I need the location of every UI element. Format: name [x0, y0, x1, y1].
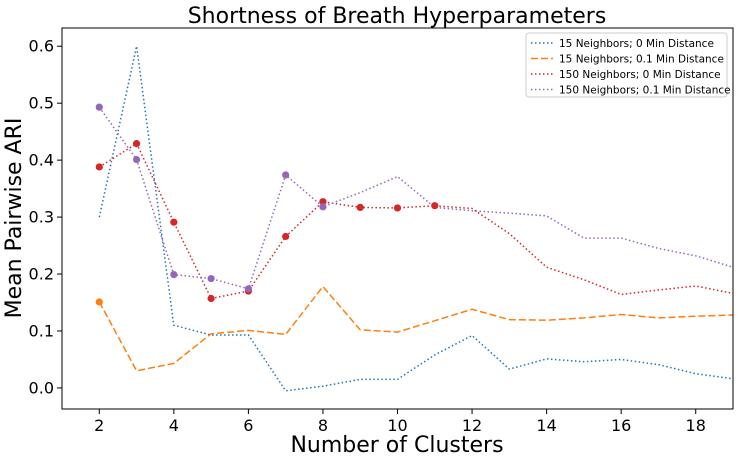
y-tick-label: 0.5 — [29, 94, 54, 113]
x-tick-label: 4 — [169, 416, 179, 435]
series-3-point — [170, 218, 178, 226]
series-2-point — [95, 298, 103, 306]
series-4-point — [319, 203, 327, 211]
series-line-2 — [98, 285, 734, 372]
x-tick-label: 6 — [243, 416, 253, 435]
series-3-point — [95, 163, 103, 171]
y-tick-label: 0.0 — [29, 378, 54, 397]
y-tick-label: 0.6 — [29, 37, 54, 56]
x-axis: 2 4 6 8 10 12 14 16 18 — [94, 409, 706, 435]
y-tick-label: 0.1 — [29, 321, 54, 340]
x-tick-label: 16 — [611, 416, 631, 435]
series-line-3 — [98, 142, 734, 300]
series-4-point — [207, 274, 215, 283]
series-3-point — [282, 232, 290, 241]
x-tick-label: 18 — [686, 416, 706, 435]
series-4-point — [282, 171, 290, 179]
legend-label-3: 150 Neighbors; 0 Min Distance — [559, 69, 721, 81]
x-tick-label: 2 — [94, 416, 104, 435]
y-tick-label: 0.3 — [29, 208, 54, 227]
series-line-4 — [98, 106, 734, 290]
series-4-point — [132, 155, 141, 164]
legend-label-2: 15 Neighbors; 0.1 Min Distance — [559, 54, 724, 66]
x-tick-label: 10 — [387, 416, 407, 435]
series-3-point — [431, 202, 439, 210]
series-3-point — [132, 140, 141, 148]
legend: 15 Neighbors; 0 Min Distance 15 Neighbors… — [525, 32, 731, 98]
series-3-point — [319, 198, 327, 206]
y-axis-label: Mean Pairwise ARI — [2, 118, 27, 319]
series-3-point — [207, 294, 215, 303]
y-tick-label: 0.2 — [29, 265, 54, 284]
series-4-point — [244, 285, 252, 293]
x-tick-label: 8 — [318, 416, 328, 435]
y-tick-label: 0.4 — [29, 151, 54, 170]
legend-label-4: 150 Neighbors; 0.1 Min Distance — [559, 85, 731, 97]
y-axis: 0.0 0.1 0.2 0.3 0.4 0.5 0.6 — [29, 37, 62, 397]
x-axis-label: Number of Clusters — [290, 433, 503, 458]
x-tick-label: 12 — [462, 416, 482, 435]
series-3-point — [356, 203, 364, 211]
series-4-point — [170, 270, 178, 279]
legend-label-1: 15 Neighbors; 0 Min Distance — [559, 38, 714, 50]
legend-box — [525, 32, 728, 98]
x-tick-label: 14 — [536, 416, 556, 435]
series-layer — [95, 46, 734, 392]
series-4-point — [95, 103, 103, 111]
chart-title: Shortness of Breath Hyperparameters — [188, 4, 607, 29]
series-3-point — [393, 204, 402, 212]
series-line-1 — [98, 46, 734, 392]
